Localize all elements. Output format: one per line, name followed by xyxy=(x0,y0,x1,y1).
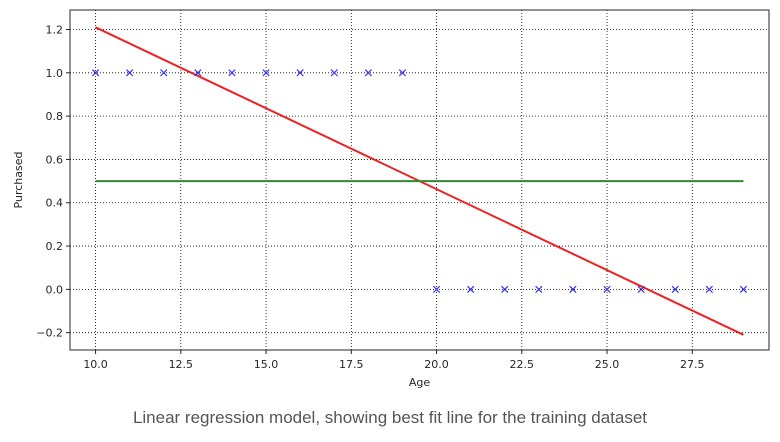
data-point-x-marker xyxy=(569,285,577,293)
x-tick-label: 27.5 xyxy=(680,358,705,371)
y-axis-label: Purchased xyxy=(12,152,25,209)
data-point-x-marker xyxy=(467,285,475,293)
data-point-x-marker xyxy=(91,69,100,77)
x-tick-label: 20.0 xyxy=(424,358,449,371)
series-lines xyxy=(95,26,744,336)
data-point-x-marker xyxy=(671,285,679,293)
plot-area-frame xyxy=(69,9,770,351)
data-point-x-marker xyxy=(296,69,304,77)
data-points xyxy=(91,69,748,293)
x-tick-label: 10.0 xyxy=(83,358,108,371)
grid-lines xyxy=(70,10,769,350)
data-point-x-marker xyxy=(535,285,543,293)
x-tick-label: 25.0 xyxy=(595,358,620,371)
chart-figure: 10.0 12.5 15.0 17.5 20.0 22.5 25.0 27.5 1.2 1.0 0… xyxy=(12,9,770,389)
data-point-x-marker xyxy=(637,285,645,293)
x-tick-label: 15.0 xyxy=(254,358,279,371)
data-point-x-marker xyxy=(126,69,134,77)
data-point-x-marker xyxy=(228,69,236,77)
x-axis-label: Age xyxy=(409,376,431,389)
y-tick-label: 0.8 xyxy=(46,110,64,123)
data-point-x-marker xyxy=(739,285,748,293)
data-point-x-marker xyxy=(364,69,372,77)
y-tick-label: 0.4 xyxy=(46,197,64,210)
x-tick-label: 12.5 xyxy=(169,358,194,371)
y-tick-label: 0.6 xyxy=(46,153,64,166)
y-tick-label: 0.0 xyxy=(46,283,64,296)
y-tick-label: 0.2 xyxy=(46,240,64,253)
data-point-x-marker xyxy=(194,69,202,77)
y-tick-label: 1.0 xyxy=(46,67,64,80)
y-tick-label: −0.2 xyxy=(36,327,63,340)
data-point-x-marker xyxy=(432,285,441,293)
y-axis-ticks: 1.2 1.0 0.8 0.6 0.4 0.2 0.0 −0.2 xyxy=(36,23,70,340)
data-point-x-marker xyxy=(262,69,270,77)
y-tick-label: 1.2 xyxy=(46,23,64,36)
data-point-x-marker xyxy=(160,69,168,77)
data-point-x-marker xyxy=(705,285,713,293)
data-point-x-marker xyxy=(398,69,407,77)
x-tick-label: 17.5 xyxy=(339,358,364,371)
data-point-x-marker xyxy=(501,285,509,293)
data-point-x-marker xyxy=(603,285,611,293)
x-axis-ticks: 10.0 12.5 15.0 17.5 20.0 22.5 25.0 27.5 xyxy=(83,350,705,371)
figure-caption: Linear regression model, showing best fi… xyxy=(132,408,648,427)
x-tick-label: 22.5 xyxy=(510,358,535,371)
data-point-x-marker xyxy=(330,69,338,77)
